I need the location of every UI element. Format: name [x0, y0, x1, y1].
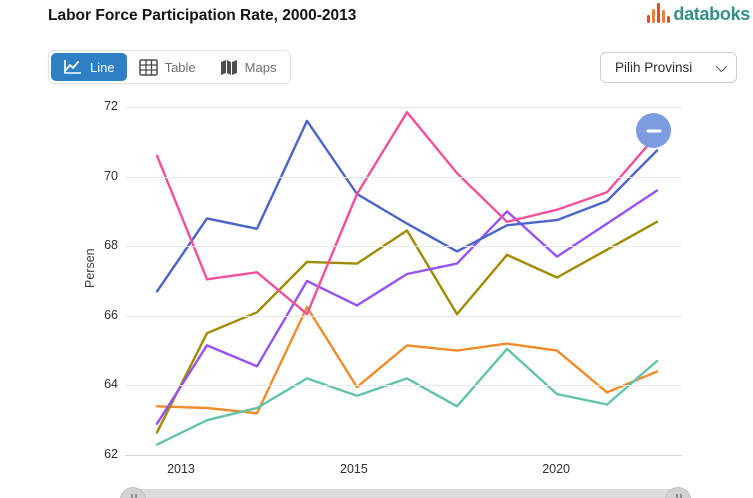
y-axis-title: Persen	[82, 248, 97, 288]
grid-line	[125, 176, 682, 178]
tab-maps-label: Maps	[244, 59, 277, 75]
tab-table-label: Table	[164, 59, 196, 75]
range-slider-track[interactable]	[133, 489, 678, 498]
series-line-blue[interactable]	[155, 119, 659, 293]
y-tick-label: 70	[104, 168, 118, 183]
series-line-dark-yellow[interactable]	[155, 220, 659, 434]
y-tick-label: 72	[104, 99, 118, 113]
brand-logo: databoks	[647, 3, 750, 25]
x-tick-label: 2013	[167, 462, 195, 476]
chevron-down-icon	[715, 60, 728, 72]
province-dropdown[interactable]: Pilih Provinsi	[600, 52, 737, 83]
y-tick-label: 62	[104, 447, 118, 461]
grid-line	[125, 315, 682, 317]
y-tick-label: 68	[104, 238, 118, 253]
tab-table[interactable]: Table	[127, 53, 208, 81]
bar-logo-icon	[647, 3, 671, 25]
province-dropdown-label: Pilih Provinsi	[615, 60, 693, 75]
grid-line	[125, 107, 682, 108]
tab-maps[interactable]: Maps	[208, 53, 289, 81]
brand-name: databoks	[673, 4, 750, 24]
x-tick-label: 2020	[542, 462, 571, 476]
line-chart-icon	[63, 59, 83, 75]
table-grid-icon	[138, 58, 158, 76]
x-tick-label: 2015	[340, 462, 368, 476]
zoom-out-button[interactable]	[636, 113, 671, 148]
tab-line[interactable]: Line	[51, 53, 127, 81]
series-line-pink[interactable]	[155, 110, 659, 316]
plot-area: 2013 2015 2020	[125, 107, 682, 476]
view-switcher: Line Table Maps	[48, 50, 292, 84]
series-line-teal[interactable]	[155, 347, 659, 446]
folded-map-icon	[220, 59, 238, 76]
tab-line-label: Line	[90, 59, 115, 75]
grid-line	[125, 246, 682, 248]
grid-line	[125, 385, 682, 387]
minus-icon	[646, 129, 661, 132]
series-line-purple[interactable]	[155, 189, 659, 425]
page-title: Labor Force Participation Rate, 2000-201…	[48, 7, 357, 24]
grid-line	[125, 455, 682, 456]
y-tick-label: 66	[104, 307, 118, 322]
y-tick-label: 64	[104, 377, 118, 392]
line-chart	[155, 110, 659, 446]
